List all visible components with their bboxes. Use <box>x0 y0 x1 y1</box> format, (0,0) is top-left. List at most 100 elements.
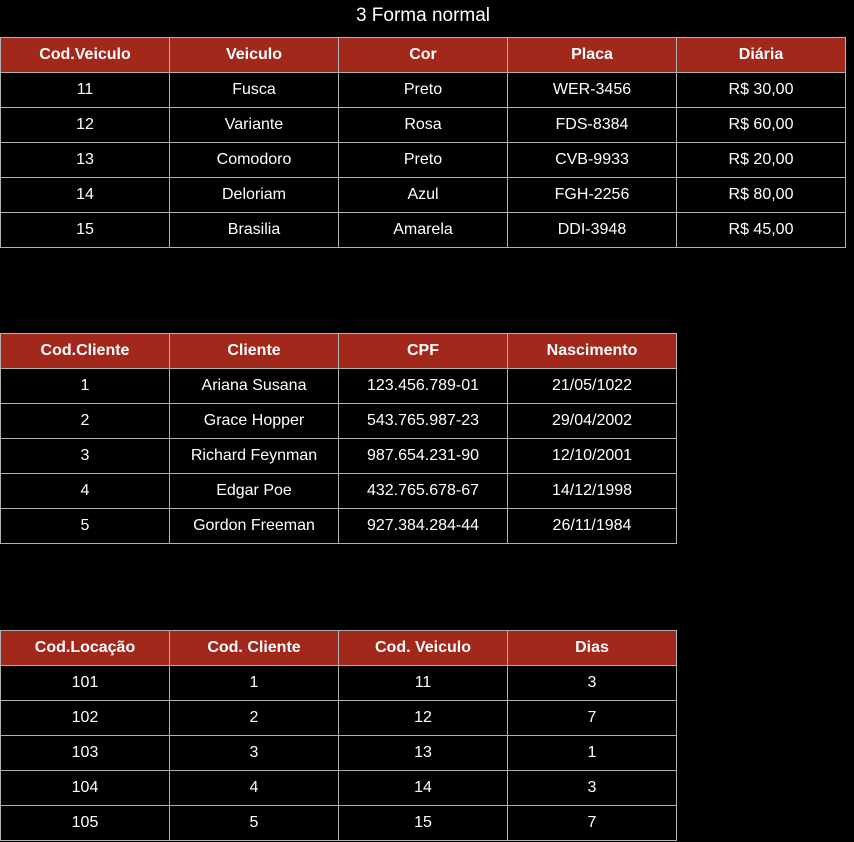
table-row: 14 Deloriam Azul FGH-2256 R$ 80,00 <box>0 177 846 213</box>
table-cell: 104 <box>0 770 170 806</box>
table-cell: 13 <box>338 735 508 771</box>
table-cell: 29/04/2002 <box>507 403 677 439</box>
table-cell: Grace Hopper <box>169 403 339 439</box>
table-cell: Preto <box>338 142 508 178</box>
table-cell: 3 <box>507 770 677 806</box>
column-header: Cor <box>338 37 508 73</box>
table-cell: 2 <box>0 403 170 439</box>
table-cell: 5 <box>0 508 170 544</box>
table-cell: 21/05/1022 <box>507 368 677 404</box>
table-cell: 4 <box>169 770 339 806</box>
table-cell: 14 <box>338 770 508 806</box>
table-cell: Rosa <box>338 107 508 143</box>
column-header: Veiculo <box>169 37 339 73</box>
table-cell: 7 <box>507 805 677 841</box>
table-cell: FGH-2256 <box>507 177 677 213</box>
table-row: 12 Variante Rosa FDS-8384 R$ 60,00 <box>0 107 846 143</box>
column-header: Cod.Cliente <box>0 333 170 369</box>
table-cell: 1 <box>0 368 170 404</box>
table-cell: 2 <box>169 700 339 736</box>
table-cell: 5 <box>169 805 339 841</box>
column-header: Cod. Cliente <box>169 630 339 666</box>
table-cell: 123.456.789-01 <box>338 368 508 404</box>
locacoes-table: Cod.Locação Cod. Cliente Cod. Veiculo Dias … <box>0 630 677 841</box>
table-cell: DDI-3948 <box>507 212 677 248</box>
table-cell: 13 <box>0 142 170 178</box>
table-cell: Deloriam <box>169 177 339 213</box>
table-cell: Richard Feynman <box>169 438 339 474</box>
table-row: 5 Gordon Freeman 927.384.284-44 26/11/1984 <box>0 508 677 544</box>
table-cell: FDS-8384 <box>507 107 677 143</box>
table-row: 103 3 13 1 <box>0 735 677 771</box>
table-row: 2 Grace Hopper 543.765.987-23 29/04/2002 <box>0 403 677 439</box>
table-cell: 3 <box>169 735 339 771</box>
table-row: 101 1 11 3 <box>0 665 677 701</box>
table-cell: 4 <box>0 473 170 509</box>
table-cell: WER-3456 <box>507 72 677 108</box>
table-cell: 1 <box>507 735 677 771</box>
table-cell: 12 <box>0 107 170 143</box>
table-row: 15 Brasilia Amarela DDI-3948 R$ 45,00 <box>0 212 846 248</box>
column-header: Placa <box>507 37 677 73</box>
table-cell: Preto <box>338 72 508 108</box>
table-cell: 12/10/2001 <box>507 438 677 474</box>
table-cell: 26/11/1984 <box>507 508 677 544</box>
table-header-row: Cod.Locação Cod. Cliente Cod. Veiculo Dias <box>0 630 677 666</box>
table-cell: Ariana Susana <box>169 368 339 404</box>
column-header: Cliente <box>169 333 339 369</box>
table-row: 102 2 12 7 <box>0 700 677 736</box>
table-cell: 101 <box>0 665 170 701</box>
table-cell: R$ 80,00 <box>676 177 846 213</box>
table-cell: 987.654.231-90 <box>338 438 508 474</box>
table-cell: R$ 60,00 <box>676 107 846 143</box>
table-row: 13 Comodoro Preto CVB-9933 R$ 20,00 <box>0 142 846 178</box>
column-header: CPF <box>338 333 508 369</box>
table-cell: 14/12/1998 <box>507 473 677 509</box>
column-header: Cod.Veiculo <box>0 37 170 73</box>
table-row: 4 Edgar Poe 432.765.678-67 14/12/1998 <box>0 473 677 509</box>
table-cell: Azul <box>338 177 508 213</box>
table-cell: 3 <box>507 665 677 701</box>
table-cell: Fusca <box>169 72 339 108</box>
table-row: 105 5 15 7 <box>0 805 677 841</box>
table-cell: 12 <box>338 700 508 736</box>
column-header: Diária <box>676 37 846 73</box>
table-row: 11 Fusca Preto WER-3456 R$ 30,00 <box>0 72 846 108</box>
table-cell: 11 <box>338 665 508 701</box>
table-cell: 3 <box>0 438 170 474</box>
page-title: 3 Forma normal <box>355 5 491 26</box>
table-cell: CVB-9933 <box>507 142 677 178</box>
clientes-table: Cod.Cliente Cliente CPF Nascimento 1 Ariana … <box>0 333 677 544</box>
table-row: 104 4 14 3 <box>0 770 677 806</box>
table-cell: R$ 45,00 <box>676 212 846 248</box>
table-cell: 432.765.678-67 <box>338 473 508 509</box>
table-cell: 543.765.987-23 <box>338 403 508 439</box>
table-cell: Amarela <box>338 212 508 248</box>
table-header-row: Cod.Cliente Cliente CPF Nascimento <box>0 333 677 369</box>
veiculos-table: Cod.Veiculo Veiculo Cor Placa Diária 11 Fusca… <box>0 37 846 248</box>
table-cell: Variante <box>169 107 339 143</box>
table-cell: Brasilia <box>169 212 339 248</box>
table-cell: Comodoro <box>169 142 339 178</box>
table-cell: 14 <box>0 177 170 213</box>
table-cell: 15 <box>0 212 170 248</box>
table-cell: Edgar Poe <box>169 473 339 509</box>
table-cell: 7 <box>507 700 677 736</box>
table-header-row: Cod.Veiculo Veiculo Cor Placa Diária <box>0 37 846 73</box>
table-cell: 11 <box>0 72 170 108</box>
table-cell: 1 <box>169 665 339 701</box>
table-cell: 102 <box>0 700 170 736</box>
table-cell: Gordon Freeman <box>169 508 339 544</box>
table-row: 1 Ariana Susana 123.456.789-01 21/05/1022 <box>0 368 677 404</box>
table-cell: 103 <box>0 735 170 771</box>
column-header: Dias <box>507 630 677 666</box>
table-cell: R$ 20,00 <box>676 142 846 178</box>
table-cell: 927.384.284-44 <box>338 508 508 544</box>
column-header: Nascimento <box>507 333 677 369</box>
table-cell: 15 <box>338 805 508 841</box>
table-cell: 105 <box>0 805 170 841</box>
column-header: Cod. Veiculo <box>338 630 508 666</box>
table-cell: R$ 30,00 <box>676 72 846 108</box>
column-header: Cod.Locação <box>0 630 170 666</box>
table-row: 3 Richard Feynman 987.654.231-90 12/10/2001 <box>0 438 677 474</box>
